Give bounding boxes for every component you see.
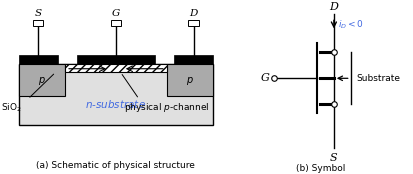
Bar [33,20,43,26]
Text: $i_D < 0$: $i_D < 0$ [337,19,363,31]
Text: $p$: $p$ [38,75,45,87]
Text: S: S [35,9,42,18]
Text: (b) Symbol: (b) Symbol [295,164,345,173]
Bar [19,55,58,64]
Bar [173,55,213,64]
Text: G: G [112,9,120,18]
Text: $p$: $p$ [186,75,194,87]
Bar [188,20,198,26]
Text: $n$-substrate: $n$-substrate [85,98,146,110]
Text: physical $p$-channel: physical $p$-channel [124,101,209,114]
Bar [111,20,121,26]
Polygon shape [166,64,213,96]
Text: Substrate: Substrate [355,74,399,83]
Text: S: S [329,153,337,163]
Polygon shape [19,64,65,96]
Text: (a) Schematic of physical structure: (a) Schematic of physical structure [36,161,195,170]
Bar [19,64,213,125]
Text: SiO$_2$: SiO$_2$ [1,102,22,114]
Text: G: G [260,73,269,83]
Bar [65,64,166,72]
Text: D: D [189,9,197,18]
Text: D: D [329,2,337,12]
Bar [76,55,155,64]
